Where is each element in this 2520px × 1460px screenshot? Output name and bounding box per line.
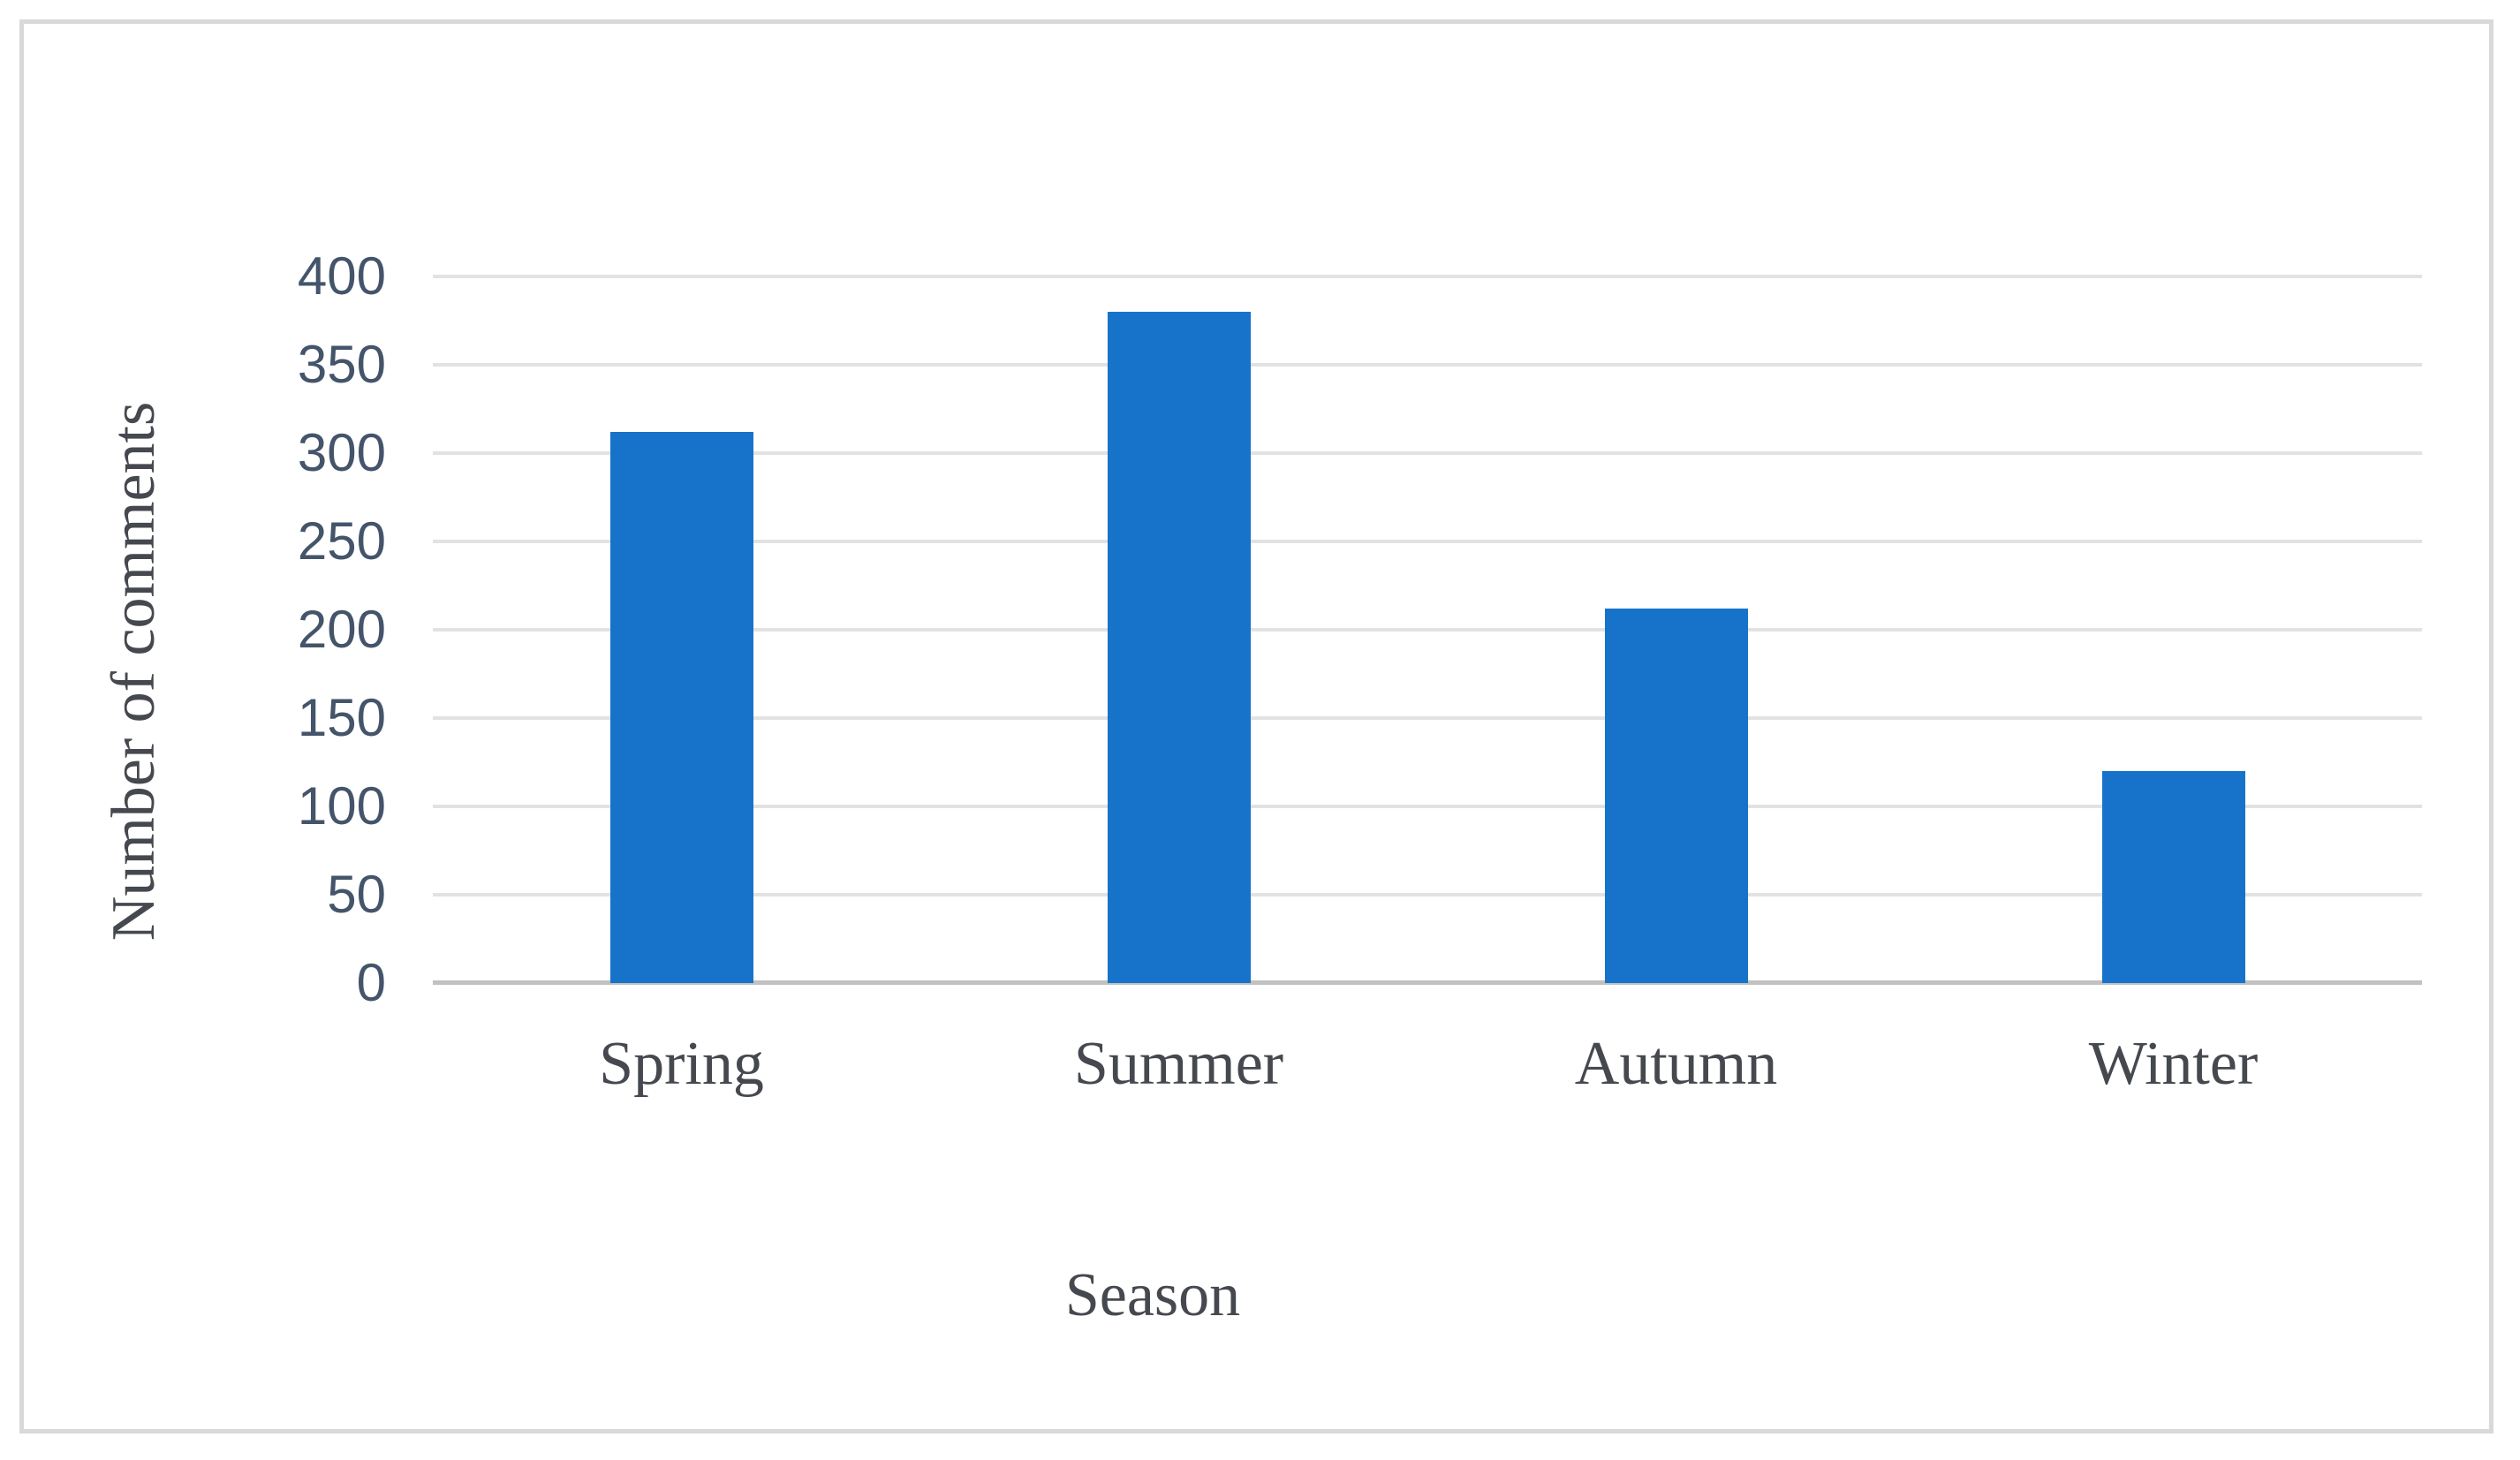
category-label-winter: Winter: [2088, 1030, 2259, 1098]
y-axis-title: Number of comments: [100, 401, 168, 942]
x-axis-title: Season: [1064, 1261, 1241, 1329]
category-label-summer: Summer: [1073, 1030, 1284, 1098]
gridline: [433, 893, 2422, 896]
gridline: [433, 716, 2422, 720]
bar-autumn: [1604, 609, 1748, 983]
gridline: [433, 275, 2422, 278]
y-tick-label: 0: [356, 953, 386, 1012]
y-tick-label: 200: [297, 600, 386, 659]
category-label-spring: Spring: [599, 1030, 764, 1098]
gridline: [433, 363, 2422, 367]
y-tick-label: 300: [297, 423, 386, 482]
y-tick-label: 400: [297, 246, 386, 306]
bar-spring: [609, 432, 753, 983]
chart-border: [19, 19, 2494, 1434]
y-tick-label: 100: [297, 776, 386, 836]
gridline: [433, 540, 2422, 543]
gridline: [433, 451, 2422, 455]
y-tick-label: 350: [297, 335, 386, 394]
gridline: [433, 805, 2422, 808]
y-tick-label: 50: [327, 865, 386, 924]
x-axis-line: [433, 980, 2422, 985]
bar-winter: [2101, 771, 2245, 983]
y-tick-label: 250: [297, 511, 386, 571]
category-label-autumn: Autumn: [1574, 1030, 1778, 1098]
gridline: [433, 628, 2422, 632]
plot-area: [433, 275, 2422, 985]
y-tick-label: 150: [297, 688, 386, 747]
bar-summer: [1107, 312, 1251, 983]
